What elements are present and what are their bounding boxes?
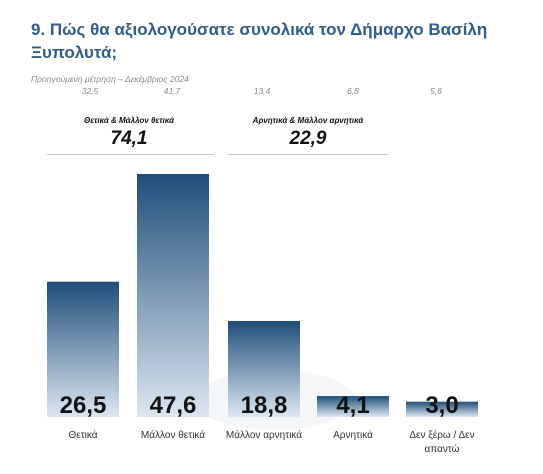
- negative-group-total: 22,9: [289, 128, 327, 149]
- bar-value-label-3: 18,8: [241, 392, 288, 419]
- bar-value-label-2: 47,6: [150, 392, 197, 419]
- bar-1: [47, 281, 119, 417]
- positive-group-label: Θετικά & Μάλλον θετικά: [84, 116, 174, 125]
- bar-value-label-1: 26,5: [60, 392, 107, 419]
- positive-group-total: 74,1: [110, 128, 148, 149]
- category-label-1: Θετικά: [68, 429, 97, 441]
- bar-2: [137, 174, 209, 417]
- negative-group-label: Αρνητικά & Μάλλον αρνητικά: [252, 116, 364, 125]
- bar-value-label-4: 4,1: [336, 392, 369, 419]
- previous-value-1: 32,5: [81, 86, 99, 96]
- category-label-5: Δεν ξέρω / Δεν απαντώ: [409, 429, 474, 455]
- previous-value-3: 13,4: [253, 86, 271, 96]
- bar-3: [228, 321, 300, 417]
- category-label-4: Αρνητικά: [333, 429, 373, 441]
- positive-group-divider: [47, 154, 214, 155]
- category-label-3: Μάλλον αρνητικά: [226, 429, 302, 441]
- negative-group-divider: [228, 154, 388, 155]
- chart-title: 9. Πώς θα αξιολογούσατε συνολικά τον Δήμ…: [31, 20, 488, 62]
- previous-measurement-label: Προηγούμενη μέτρηση – Δεκέμβριος 2024: [31, 74, 189, 84]
- previous-value-4: 6,8: [347, 86, 359, 96]
- bar-5: [406, 401, 478, 417]
- bar-value-label-5: 3,0: [425, 392, 458, 419]
- bar-4: [317, 396, 389, 417]
- previous-value-5: 5,6: [430, 86, 442, 96]
- category-label-2: Μάλλον θετικά: [141, 429, 205, 441]
- previous-value-2: 41,7: [163, 86, 181, 96]
